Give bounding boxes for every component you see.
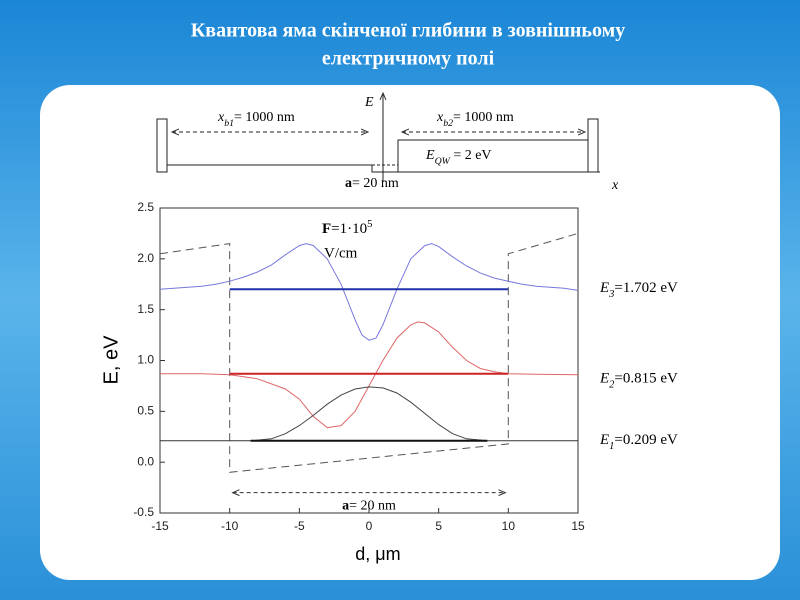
title-line: електричному полі xyxy=(322,48,495,70)
x-tick-label: 15 xyxy=(571,519,585,533)
rich-label: E1=0.209 eV xyxy=(599,432,678,451)
series-line xyxy=(250,386,488,442)
label-part: 1 xyxy=(609,441,614,452)
label-part: = 20 nm xyxy=(352,176,399,191)
potential xyxy=(397,139,588,172)
potential xyxy=(167,164,600,173)
label-part: a xyxy=(345,176,352,191)
y-tick-label: -0.5 xyxy=(133,505,154,519)
label-part: E xyxy=(599,281,609,297)
label-part: b2 xyxy=(443,118,453,129)
rich-label: xb1= 1000 nm xyxy=(217,110,295,129)
label-part: a xyxy=(342,499,349,514)
rich-label: a= 20 nm xyxy=(345,176,399,191)
label-part: 2 xyxy=(609,379,615,390)
x-tick-label: 0 xyxy=(366,519,373,533)
axis-label: E xyxy=(364,95,374,110)
series-line xyxy=(159,232,579,473)
field-unit: V/cm xyxy=(324,245,358,261)
x-tick-label: -5 xyxy=(294,519,305,533)
label-part: =0.209 eV xyxy=(614,432,678,448)
label-part: x xyxy=(436,110,444,125)
x-tick-label: 10 xyxy=(502,519,516,533)
diagram xyxy=(156,93,600,182)
label-part: 3 xyxy=(608,289,614,300)
label-part: QW xyxy=(435,156,451,167)
label-part: F xyxy=(322,221,331,237)
label-part: =1.702 eV xyxy=(614,281,678,297)
y-axis-label: E, eV xyxy=(100,335,122,385)
rich-label: E2=0.815 eV xyxy=(599,371,678,390)
title-line: Квантова яма скінченої глибини в зовнішн… xyxy=(191,20,625,42)
label-part: E xyxy=(599,432,609,448)
y-tick-label: 2.0 xyxy=(137,251,154,265)
series-line xyxy=(159,243,579,341)
y-tick-label: 2.5 xyxy=(137,200,154,214)
rich-label: F=1·105 xyxy=(322,219,372,238)
x-axis-label: d, μm xyxy=(355,544,400,564)
label-part: =0.815 eV xyxy=(614,371,678,387)
label-part: 5 xyxy=(367,219,372,230)
label-part: = 2 eV xyxy=(450,148,492,163)
label-part: = 1000 nm xyxy=(234,110,295,125)
label-part: = 1000 nm xyxy=(453,110,514,125)
x-tick-label: 5 xyxy=(435,519,442,533)
label-part: E xyxy=(425,148,435,163)
barrier-wall xyxy=(156,118,168,173)
series-line xyxy=(160,321,579,429)
rich-label: a= 20 nm xyxy=(342,499,396,514)
y-tick-label: 0.5 xyxy=(137,404,154,418)
label-part: b1 xyxy=(224,118,234,129)
label-part: = 20 nm xyxy=(349,499,396,514)
label-part: x xyxy=(217,110,225,125)
y-tick-label: 0.0 xyxy=(137,454,154,468)
x-tick-label: -15 xyxy=(151,519,169,533)
x-tick-label: -10 xyxy=(221,519,239,533)
rich-label: EQW = 2 eV xyxy=(425,148,492,167)
y-tick-label: 1.5 xyxy=(137,302,154,316)
rich-label: E3=1.702 eV xyxy=(599,281,678,300)
axis-label: x xyxy=(611,178,619,193)
label-part: =1·10 xyxy=(331,221,367,237)
rich-label: xb2= 1000 nm xyxy=(436,110,514,129)
y-tick-label: 1.0 xyxy=(137,353,154,367)
label-part: E xyxy=(599,371,609,387)
